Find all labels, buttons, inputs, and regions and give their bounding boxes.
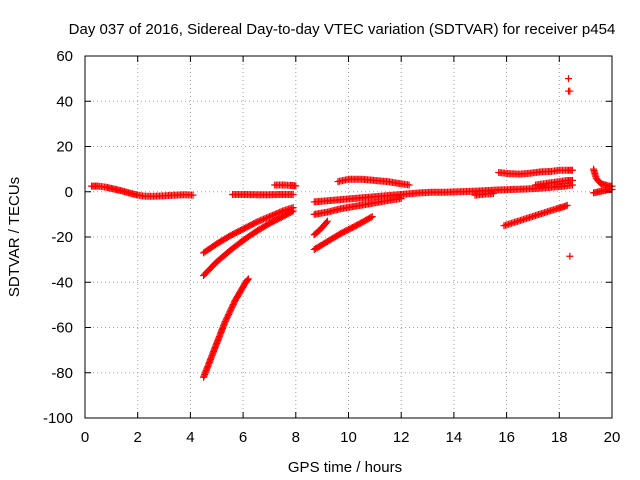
- data-point: [566, 87, 574, 95]
- y-tick-label: 40: [56, 93, 73, 110]
- data-point: [289, 190, 297, 198]
- data-point: [566, 252, 574, 260]
- y-axis-title: SDTVAR / TECUs: [6, 177, 23, 297]
- data-point: [405, 181, 413, 189]
- data-point: [563, 201, 571, 209]
- data-point: [323, 218, 331, 226]
- x-tick-label: 12: [393, 429, 410, 446]
- data-point: [289, 207, 297, 215]
- data-point: [323, 217, 331, 225]
- data-points: [88, 75, 616, 381]
- y-tick-label: -100: [43, 410, 73, 427]
- y-tick-labels: -100 -80 -60 -40 -20 0 20 40 60: [43, 48, 73, 427]
- x-tick-label: 4: [186, 429, 194, 446]
- grid-lines: [85, 56, 612, 418]
- data-point: [288, 208, 296, 216]
- data-point: [292, 182, 300, 190]
- y-tick-label: 20: [56, 139, 73, 156]
- y-tick-label: -40: [51, 274, 73, 291]
- y-tick-label: 0: [65, 184, 73, 201]
- y-tick-label: -80: [51, 365, 73, 382]
- data-point: [568, 176, 576, 184]
- data-point: [368, 213, 376, 221]
- data-point: [244, 275, 252, 283]
- data-point: [189, 191, 197, 199]
- x-tick-label: 14: [446, 429, 463, 446]
- data-point: [568, 166, 576, 174]
- x-tick-label: 18: [551, 429, 568, 446]
- x-tick-label: 16: [498, 429, 515, 446]
- x-tick-label: 6: [239, 429, 247, 446]
- data-point: [367, 213, 375, 221]
- x-axis-title: GPS time / hours: [288, 459, 402, 476]
- chart-title: Day 037 of 2016, Sidereal Day-to-day VTE…: [69, 21, 616, 38]
- data-point: [489, 190, 497, 198]
- x-tick-label: 0: [81, 429, 89, 446]
- x-tick-labels: 0 2 4 6 8 10 12 14 16 18 20: [81, 429, 621, 446]
- x-tick-label: 2: [134, 429, 142, 446]
- axis-ticks: [84, 55, 613, 419]
- y-tick-label: -60: [51, 320, 73, 337]
- data-point: [397, 195, 405, 203]
- x-tick-label: 8: [292, 429, 300, 446]
- x-tick-label: 10: [340, 429, 357, 446]
- data-point: [565, 75, 573, 83]
- data-point: [243, 276, 251, 284]
- y-tick-label: 60: [56, 48, 73, 65]
- y-tick-label: -20: [51, 229, 73, 246]
- x-tick-label: 20: [604, 429, 621, 446]
